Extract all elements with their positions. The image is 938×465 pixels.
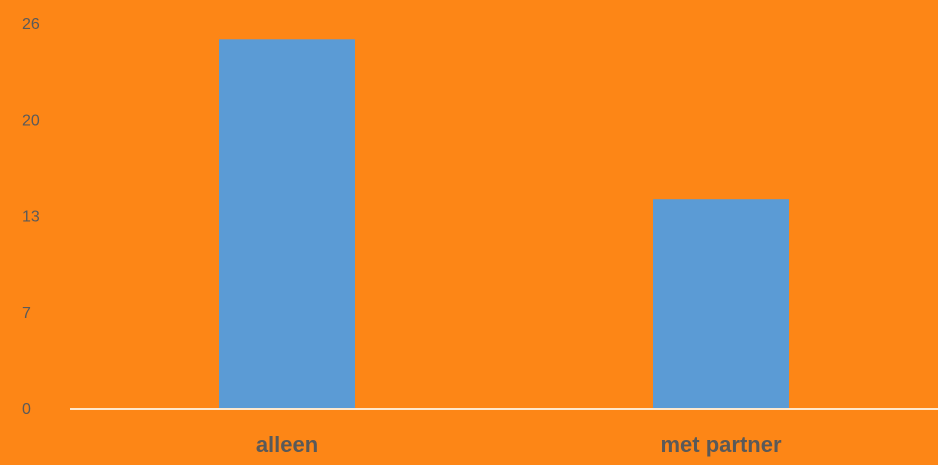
- bars: [219, 39, 789, 409]
- category-label: alleen: [256, 432, 318, 457]
- bar-1: [653, 199, 789, 408]
- y-axis-ticks: 0 7 13 20 26: [22, 16, 40, 418]
- y-tick-label: 26: [22, 16, 40, 33]
- y-tick-label: 20: [22, 112, 40, 129]
- category-label: met partner: [660, 432, 781, 457]
- bar-0: [219, 39, 355, 409]
- y-tick-label: 0: [22, 401, 31, 418]
- y-tick-label: 13: [22, 209, 40, 226]
- y-tick-label: 7: [22, 305, 31, 322]
- x-axis-labels: alleen met partner: [256, 432, 782, 457]
